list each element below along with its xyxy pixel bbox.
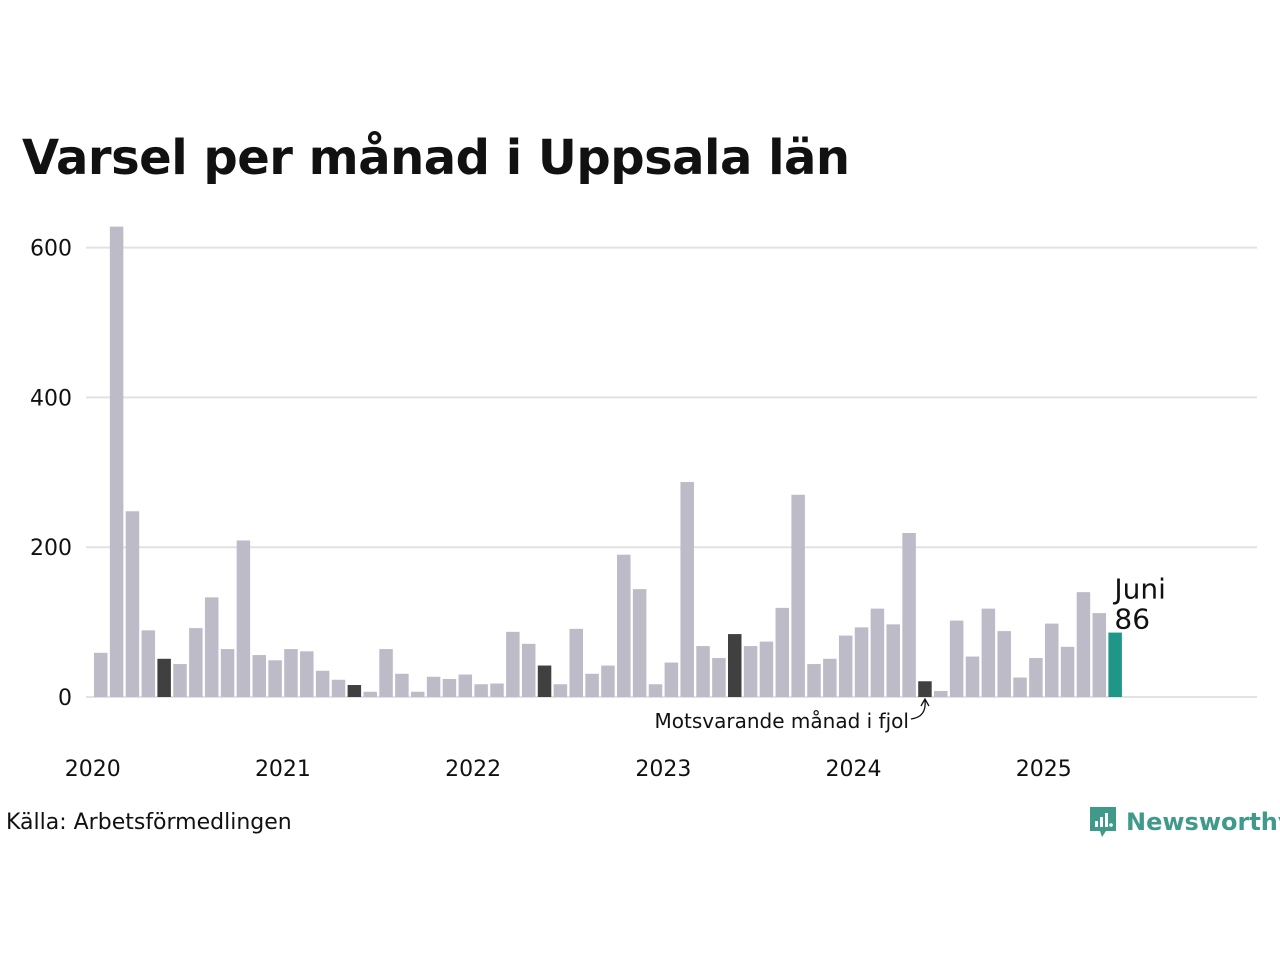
bar-26 [506, 631, 520, 697]
bar-43 [775, 607, 790, 697]
bars [94, 226, 1122, 697]
bar-6 [189, 628, 203, 697]
bar-55 [965, 656, 980, 697]
bar-19 [395, 673, 409, 697]
bar-20 [411, 691, 425, 697]
bar-12 [284, 649, 298, 697]
bar-23 [458, 674, 473, 697]
bar-13 [300, 651, 314, 697]
x-tick-label: 2025 [1016, 757, 1072, 782]
bar-46 [823, 658, 837, 697]
bar-29 [553, 684, 568, 697]
bar-38 [696, 646, 710, 697]
bar-25 [490, 683, 504, 697]
bar-16 [347, 685, 362, 697]
bar-47 [838, 635, 853, 697]
y-tick-label: 600 [30, 237, 72, 262]
y-tick-label: 0 [58, 686, 72, 711]
bar-57 [997, 631, 1011, 697]
bar-32 [601, 665, 615, 697]
bar-31 [585, 673, 599, 697]
current-month-label: Juni [1112, 573, 1166, 606]
bar-30 [569, 628, 583, 697]
bar-9 [236, 540, 251, 697]
bar-41 [743, 646, 758, 697]
y-tick-label: 400 [30, 386, 72, 411]
bar-61 [1060, 646, 1075, 697]
bar-21 [426, 676, 441, 697]
bar-17 [363, 691, 377, 697]
bar-58 [1013, 677, 1027, 697]
bar-53 [934, 691, 948, 697]
bar-39 [712, 658, 726, 697]
brand-name: Newsworthy [1126, 808, 1280, 836]
bar-24 [474, 684, 488, 697]
bar-1 [109, 226, 124, 697]
bar-34 [632, 589, 647, 697]
bar-8 [220, 649, 235, 697]
bar-37 [680, 482, 694, 697]
bar-50 [886, 624, 900, 697]
x-tick-label: 2021 [255, 757, 311, 782]
annotation-arrow [910, 697, 930, 720]
x-axis-labels: 2020 2021 2022 2023 2024 2025 [65, 757, 1072, 782]
bar-2 [125, 511, 140, 697]
bar-36 [664, 662, 679, 697]
y-tick-label: 200 [30, 536, 72, 561]
bar-40 [728, 634, 742, 697]
bar-18 [379, 649, 393, 697]
bar-45 [807, 664, 821, 697]
bar-48 [854, 627, 869, 697]
bar-10 [252, 655, 266, 697]
bar-62 [1076, 592, 1091, 697]
brand-logo: Newsworthy [1088, 804, 1280, 840]
previous-year-note: Motsvarande månad i fjol [655, 709, 909, 733]
bar-7 [204, 597, 219, 697]
bar-54 [949, 620, 964, 697]
bar-28 [537, 665, 552, 697]
x-tick-label: 2024 [826, 757, 882, 782]
newsworthy-logo-icon [1090, 807, 1116, 837]
bar-14 [315, 670, 330, 697]
bar-15 [331, 679, 346, 697]
bar-49 [870, 608, 885, 697]
bar-52 [918, 681, 932, 697]
annotations: Juni 86 Motsvarande månad i fjol [655, 573, 1166, 733]
source-note: Källa: Arbetsförmedlingen [6, 810, 292, 835]
bar-33 [617, 554, 631, 697]
bar-11 [268, 660, 282, 697]
bar-4 [157, 658, 171, 697]
bar-42 [759, 641, 774, 697]
bar-3 [141, 630, 156, 697]
bar-27 [521, 643, 536, 697]
bar-5 [173, 664, 187, 697]
bar-44 [791, 494, 805, 697]
bar-51 [902, 532, 916, 697]
x-tick-label: 2020 [65, 757, 121, 782]
chart-title: Varsel per månad i Uppsala län [22, 130, 850, 186]
bar-22 [442, 679, 457, 697]
bar-60 [1045, 623, 1059, 697]
y-axis-labels: 0 200 400 600 [30, 237, 72, 711]
bar-59 [1029, 658, 1043, 697]
bar-63 [1092, 613, 1107, 697]
current-value-label: 86 [1114, 603, 1150, 636]
x-tick-label: 2023 [635, 757, 691, 782]
bar-0 [94, 652, 108, 697]
bar-56 [981, 608, 996, 697]
bar-35 [648, 684, 663, 697]
bar-64 [1108, 632, 1122, 697]
x-tick-label: 2022 [445, 757, 501, 782]
